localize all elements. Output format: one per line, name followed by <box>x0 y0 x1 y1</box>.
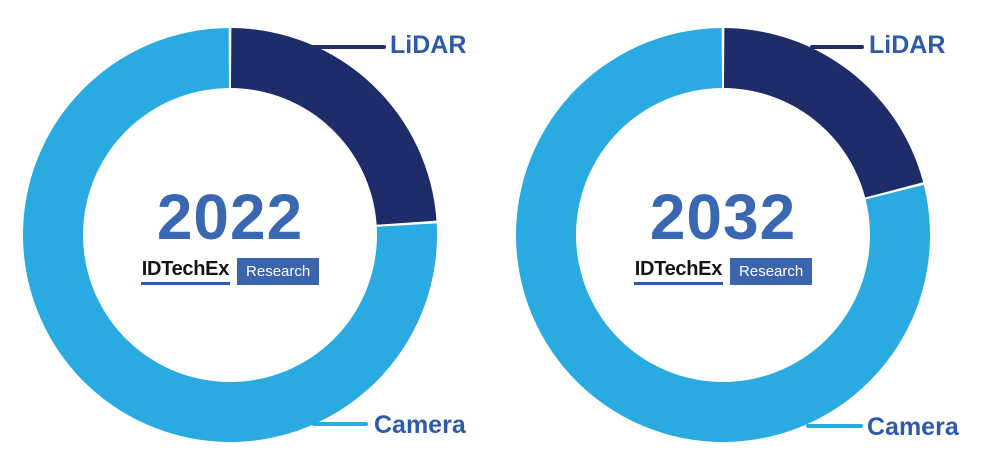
lidar-label: LiDAR <box>869 31 946 59</box>
camera-leader-line <box>312 422 368 426</box>
donut-chart-2032 <box>516 28 930 442</box>
donut-chart-2022 <box>23 28 437 442</box>
donut-chart-2032-figure: 2032 IDTechEx Research <box>516 28 930 442</box>
lidar-leader-line <box>810 45 864 49</box>
lidar-leader-line <box>311 45 386 49</box>
lidar-label: LiDAR <box>390 31 467 59</box>
camera-label: Camera <box>867 413 959 441</box>
donut-segment-lidar <box>723 28 924 198</box>
donut-segment-lidar <box>230 28 437 225</box>
donut-chart-2022-figure: 2022 IDTechEx Research <box>23 28 437 442</box>
camera-label: Camera <box>374 411 466 439</box>
camera-leader-line <box>806 424 863 428</box>
